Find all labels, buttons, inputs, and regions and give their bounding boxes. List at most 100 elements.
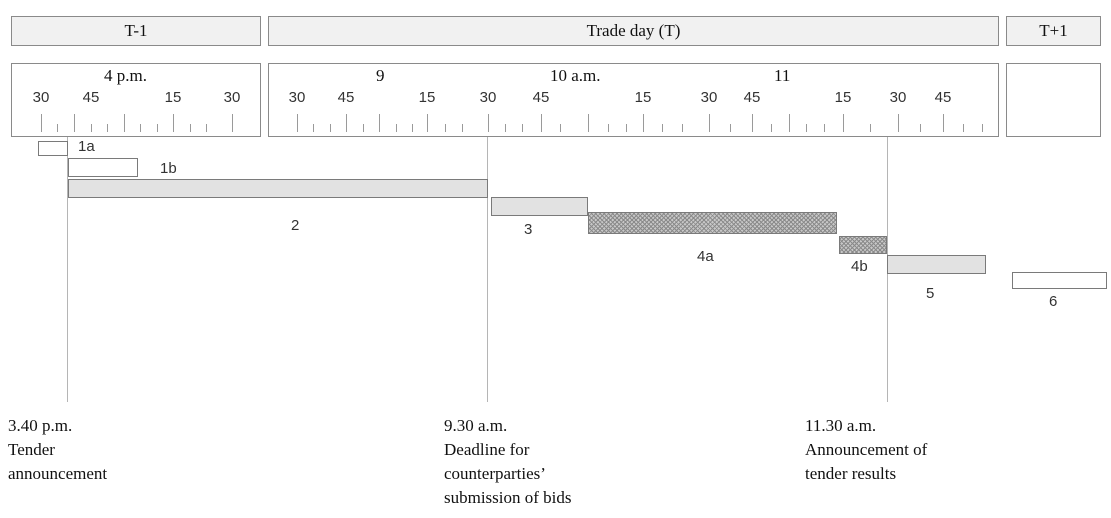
axis-tick-major: [843, 114, 844, 132]
minute-label: 15: [419, 89, 436, 106]
minute-label: 30: [33, 89, 50, 106]
hour-label-11: 11: [774, 66, 790, 86]
axis-tick: [963, 124, 964, 132]
timeline-bar-4a: [588, 212, 837, 234]
axis-tick: [982, 124, 983, 132]
axis-tick: [730, 124, 731, 132]
axis-tick: [920, 124, 921, 132]
axis-tick-major: [41, 114, 42, 132]
bar-label-4a: 4a: [697, 248, 714, 265]
axis-tick: [91, 124, 92, 132]
axis-tick: [522, 124, 523, 132]
annotation-text: tender results: [805, 462, 927, 486]
axis-tick: [206, 124, 207, 132]
bar-label-6: 6: [1049, 293, 1057, 310]
axis-tick: [445, 124, 446, 132]
axis-tick: [412, 124, 413, 132]
hour-label-10am: 10 a.m.: [550, 66, 601, 86]
axis-tick-major: [297, 114, 298, 132]
axis-tick: [626, 124, 627, 132]
axis-tick: [396, 124, 397, 132]
axis-tick: [107, 124, 108, 132]
annotation-text: submission of bids: [444, 486, 572, 510]
axis-tick: [870, 124, 871, 132]
timeline-bar-1a: [38, 141, 68, 156]
annotation-results: 11.30 a.m. Announcement of tender result…: [805, 414, 927, 486]
axis-tick-major: [588, 114, 589, 132]
minute-label: 45: [338, 89, 355, 106]
axis-tick: [662, 124, 663, 132]
axis-tick-major: [541, 114, 542, 132]
axis-tick-major: [346, 114, 347, 132]
annotation-bid-deadline: 9.30 a.m. Deadline for counterparties’ s…: [444, 414, 572, 510]
minute-label: 45: [533, 89, 550, 106]
axis-tick: [363, 124, 364, 132]
axis-tick: [505, 124, 506, 132]
annotation-time: 11.30 a.m.: [805, 414, 927, 438]
minute-label: 45: [83, 89, 100, 106]
bar-label-1a: 1a: [78, 138, 95, 155]
axis-tick-major: [752, 114, 753, 132]
minute-label: 15: [835, 89, 852, 106]
minute-label: 45: [935, 89, 952, 106]
minute-label: 15: [165, 89, 182, 106]
axis-tick-major: [427, 114, 428, 132]
axis-tick: [57, 124, 58, 132]
axis-tick: [330, 124, 331, 132]
axis-tick-major: [232, 114, 233, 132]
bar-label-1b: 1b: [160, 160, 177, 177]
axis-tick-major: [898, 114, 899, 132]
hour-label-4pm: 4 p.m.: [104, 66, 147, 86]
annotation-text: Tender: [8, 438, 107, 462]
axis-tick: [190, 124, 191, 132]
minute-label: 30: [701, 89, 718, 106]
header-trade-day-label: Trade day (T): [587, 21, 681, 41]
axis-tick: [771, 124, 772, 132]
annotation-text: announcement: [8, 462, 107, 486]
minute-label: 30: [890, 89, 907, 106]
bar-label-3: 3: [524, 221, 532, 238]
timeline-bar-2: [68, 179, 488, 198]
axis-tick-major: [709, 114, 710, 132]
axis-tick: [140, 124, 141, 132]
header-t-minus-1: T-1: [11, 16, 261, 46]
axis-tick: [313, 124, 314, 132]
axis-tick: [462, 124, 463, 132]
minute-label: 30: [289, 89, 306, 106]
axis-tick: [824, 124, 825, 132]
minute-label: 30: [224, 89, 241, 106]
annotation-time: 3.40 p.m.: [8, 414, 107, 438]
minute-label: 15: [635, 89, 652, 106]
axis-tick-major: [74, 114, 75, 132]
axis-tick-major: [789, 114, 790, 132]
annotation-text: Announcement of: [805, 438, 927, 462]
header-t-plus-1: T+1: [1006, 16, 1101, 46]
timeline-bar-6: [1012, 272, 1107, 289]
axis-tick-major: [173, 114, 174, 132]
axis-tick: [560, 124, 561, 132]
annotation-tender-announcement: 3.40 p.m. Tender announcement: [8, 414, 107, 486]
axis-tick-major: [643, 114, 644, 132]
axis-box-t-plus-1: [1006, 63, 1101, 137]
header-t-minus-1-label: T-1: [125, 21, 148, 41]
bar-label-5: 5: [926, 285, 934, 302]
annotation-text: counterparties’: [444, 462, 572, 486]
timeline-bar-4b: [839, 236, 887, 254]
timeline-bar-1b: [68, 158, 138, 177]
axis-tick-major: [488, 114, 489, 132]
bar-label-4b: 4b: [851, 258, 868, 275]
axis-tick-major: [124, 114, 125, 132]
header-t-plus-1-label: T+1: [1039, 21, 1067, 41]
axis-tick: [157, 124, 158, 132]
reference-line-bid-deadline: [487, 137, 488, 402]
axis-tick: [608, 124, 609, 132]
annotation-time: 9.30 a.m.: [444, 414, 572, 438]
axis-tick-major: [379, 114, 380, 132]
timeline-bar-3: [491, 197, 588, 216]
hour-label-9: 9: [376, 66, 385, 86]
axis-tick: [806, 124, 807, 132]
axis-tick: [682, 124, 683, 132]
minute-label: 30: [480, 89, 497, 106]
timeline-bar-5: [887, 255, 986, 274]
